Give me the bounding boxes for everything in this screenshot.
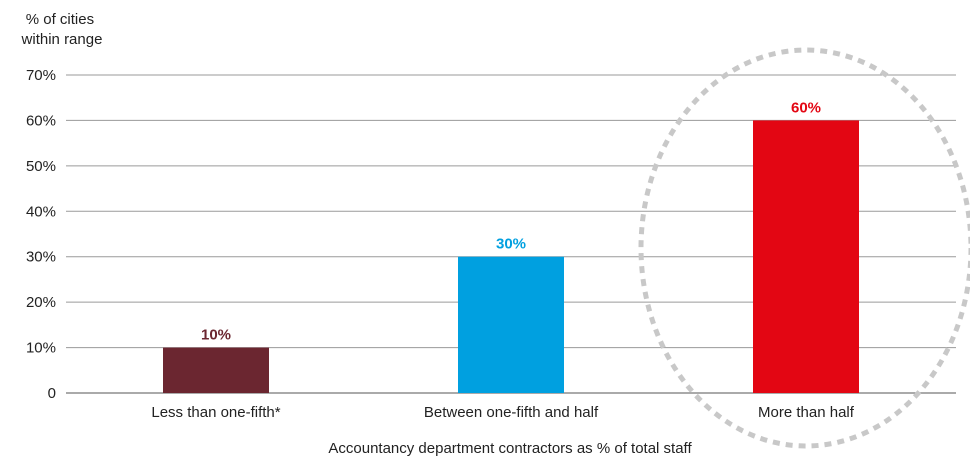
data-label: 30% xyxy=(496,236,526,253)
y-axis-title: % of cities within range xyxy=(21,11,103,48)
x-category-label: More than half xyxy=(758,404,855,421)
y-axis-title-line-2: within range xyxy=(21,31,103,48)
bar xyxy=(458,256,564,393)
bar xyxy=(163,347,269,393)
y-tick-label: 50% xyxy=(26,158,56,175)
x-axis-title: Accountancy department contractors as % … xyxy=(328,440,692,457)
y-tick-label: 40% xyxy=(26,203,56,220)
x-category-label: Less than one-fifth* xyxy=(151,404,280,421)
y-tick-label: 60% xyxy=(26,112,56,129)
x-category-labels: Less than one-fifth* Between one-fifth an… xyxy=(151,404,854,421)
y-tick-label: 20% xyxy=(26,294,56,311)
bar xyxy=(753,120,859,393)
x-category-label: Between one-fifth and half xyxy=(424,404,599,421)
y-tick-label: 10% xyxy=(26,340,56,357)
y-tick-label: 70% xyxy=(26,67,56,84)
y-tick-label: 0 xyxy=(48,385,56,402)
data-label: 10% xyxy=(201,327,231,344)
y-tick-labels: 0 10% 20% 30% 40% 50% 60% 70% xyxy=(26,67,56,402)
y-axis-title-line-1: % of cities xyxy=(26,11,94,28)
data-label: 60% xyxy=(791,99,821,116)
data-labels: 10% 30% 60% xyxy=(201,99,821,343)
bars xyxy=(163,120,859,393)
y-tick-label: 30% xyxy=(26,249,56,266)
